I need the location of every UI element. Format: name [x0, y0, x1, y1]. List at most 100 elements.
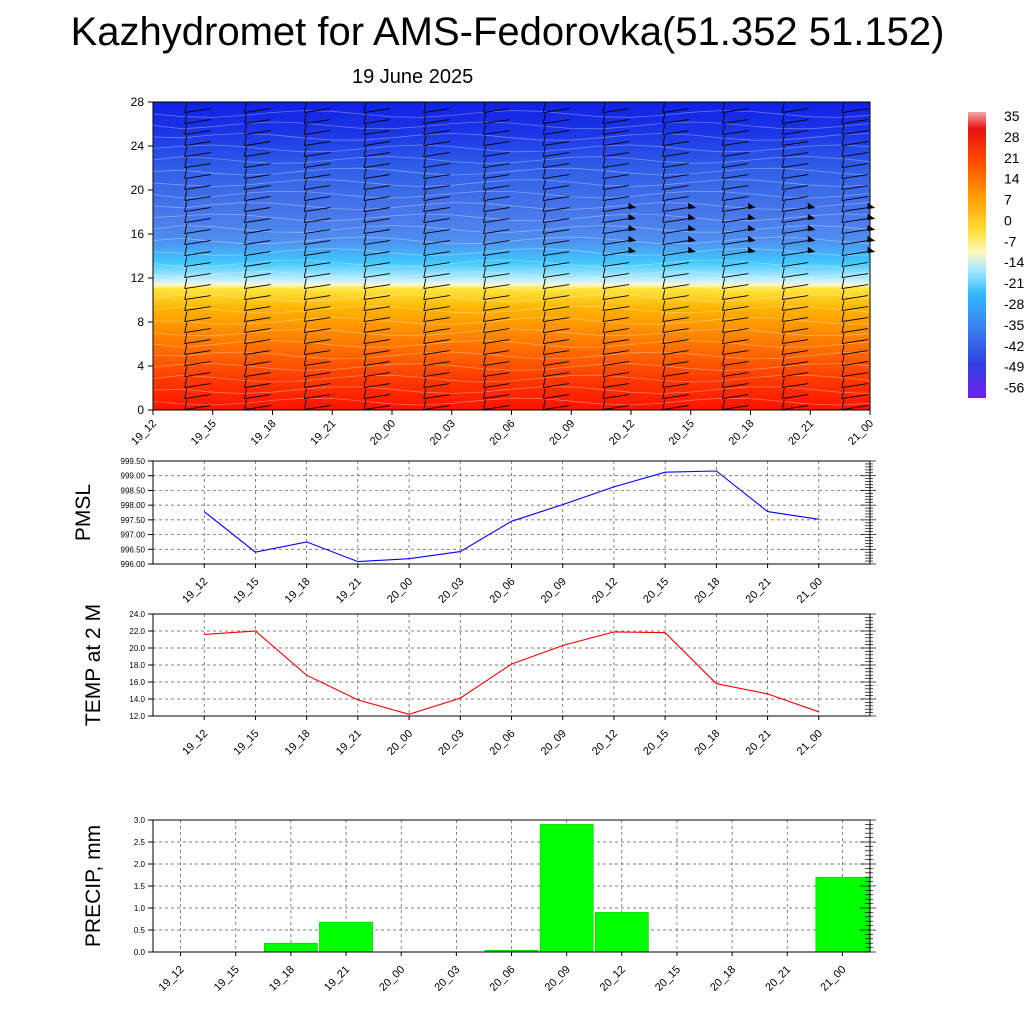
wind-barb-feather	[184, 278, 188, 289]
wind-barb-feather	[722, 388, 725, 399]
wind-barb	[423, 108, 450, 114]
wind-barb	[244, 284, 271, 290]
wind-barb	[244, 306, 271, 312]
wind-barb-feather	[483, 388, 486, 399]
wind-barb-feather	[542, 366, 546, 377]
wind-barb	[602, 185, 630, 191]
wind-barb	[543, 361, 570, 367]
x-tick-label: 19_21	[308, 418, 338, 448]
wind-barb-feather	[184, 267, 188, 278]
wind-barb	[782, 328, 809, 334]
wind-barb-flag	[688, 235, 696, 243]
wind-barb-feather	[781, 388, 785, 399]
wind-barb	[662, 284, 689, 290]
wind-barb-feather	[363, 168, 367, 179]
wind-barb-feather	[602, 135, 606, 146]
wind-barb-feather	[722, 289, 725, 300]
wind-barb	[782, 317, 809, 323]
wind-barb-feather	[483, 344, 486, 355]
wind-barb	[602, 163, 630, 169]
wind-barb	[722, 141, 749, 147]
wind-barb-feather	[781, 102, 785, 113]
isoline	[152, 144, 871, 153]
wind-barb-feather	[423, 344, 427, 355]
wind-barb-feather	[423, 234, 427, 245]
wind-barb-feather	[363, 322, 367, 333]
x-tick-label: 21_00	[795, 576, 825, 606]
wind-barb-feather	[423, 355, 427, 366]
wind-barb-feather	[423, 179, 427, 190]
wind-barb-feather	[303, 190, 307, 201]
wind-barb	[244, 339, 271, 345]
wind-barb-feather	[363, 201, 367, 212]
wind-barb-feather	[303, 377, 307, 388]
y-tick-label: 16.0	[129, 678, 145, 687]
wind-barb-feather	[662, 399, 666, 410]
wind-barb	[244, 383, 271, 389]
wind-barb-feather	[841, 355, 845, 366]
x-tick-label: 19_15	[231, 728, 261, 758]
cross-section-field	[153, 102, 870, 410]
colorbar-label: 14	[1004, 171, 1020, 187]
wind-barb-feather	[303, 322, 307, 333]
wind-barb	[244, 108, 271, 114]
wind-barb	[543, 152, 570, 158]
wind-barb-feather	[184, 234, 188, 245]
wind-barb-feather	[423, 333, 427, 344]
wind-barb	[782, 394, 809, 400]
wind-barb	[423, 141, 450, 147]
wind-barb	[483, 383, 510, 389]
wind-barb-feather	[722, 146, 725, 157]
wind-barb	[304, 108, 331, 114]
wind-barb-feather	[363, 278, 367, 289]
wind-barb	[184, 350, 211, 356]
wind-barb-feather	[841, 366, 845, 377]
wind-barb	[841, 174, 869, 180]
wind-barb-feather	[781, 146, 785, 157]
isoline	[152, 317, 871, 325]
y-tick-label: 16	[131, 227, 145, 241]
wind-barb-feather	[662, 124, 666, 135]
wind-barb	[602, 328, 630, 334]
isoline	[152, 179, 871, 187]
wind-barb-feather	[841, 190, 845, 201]
wind-barb-feather	[722, 168, 725, 179]
wind-barb-feather	[841, 399, 845, 410]
wind-barb	[244, 196, 271, 202]
y-tick-label: 1.0	[134, 904, 146, 913]
wind-barb-feather	[542, 278, 546, 289]
wind-barb	[304, 130, 331, 136]
wind-barb-feather	[244, 124, 247, 135]
wind-barb	[423, 240, 450, 246]
wind-barb-feather	[841, 256, 845, 267]
wind-barb	[184, 207, 211, 213]
wind-barb	[184, 185, 211, 191]
wind-barb-feather	[363, 377, 367, 388]
wind-barb	[483, 284, 510, 290]
x-tick-label: 19_18	[283, 728, 313, 758]
x-tick-label: 20_06	[488, 418, 518, 448]
wind-barb-feather	[781, 322, 785, 333]
wind-barb-feather	[841, 377, 845, 388]
y-tick-label: 20.0	[129, 644, 145, 653]
wind-barb	[841, 306, 869, 312]
wind-barb-feather	[542, 124, 546, 135]
wind-barb	[662, 405, 689, 411]
wind-barb-feather	[781, 223, 785, 234]
wind-barb	[602, 240, 630, 246]
wind-barb-feather	[841, 245, 845, 256]
x-tick-label: 20_15	[641, 576, 671, 606]
wind-barb	[483, 152, 510, 158]
x-tick-label: 19_21	[334, 576, 364, 606]
x-tick-label: 20_12	[590, 576, 620, 606]
wind-barb	[602, 119, 630, 125]
wind-barb	[363, 207, 391, 213]
wind-barb	[244, 229, 271, 235]
wind-barb-feather	[542, 234, 546, 245]
wind-barb-feather	[423, 366, 427, 377]
y-tick-label: 14.0	[129, 695, 145, 704]
wind-barb	[543, 273, 570, 279]
wind-barb	[483, 306, 510, 312]
wind-barb-feather	[303, 366, 307, 377]
wind-barb-feather	[363, 124, 367, 135]
